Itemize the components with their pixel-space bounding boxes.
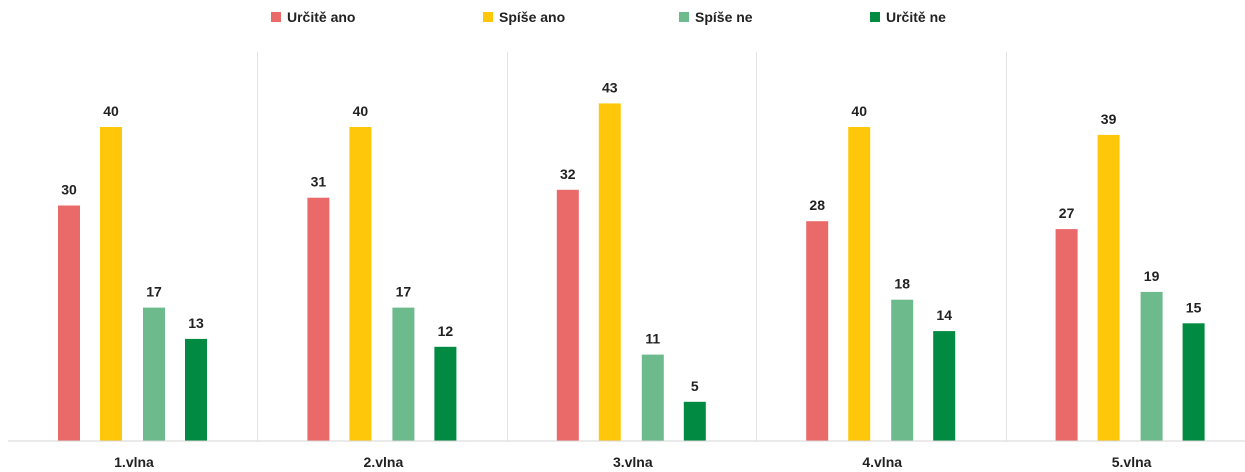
bar-spise-ano-5-vlna <box>1097 134 1120 441</box>
data-label-spise-ne-2-vlna: 17 <box>396 284 412 300</box>
bar-spise-ne-1-vlna <box>143 307 165 441</box>
category-label-3-vlna: 3.vlna <box>613 454 653 470</box>
bar-spise-ano-3-vlna <box>598 103 621 442</box>
legend-swatch-urcite-ne <box>870 12 880 22</box>
data-label-spise-ne-4-vlna: 18 <box>894 276 910 292</box>
data-label-spise-ne-1-vlna: 17 <box>146 284 162 300</box>
bar-spise-ne-2-vlna <box>392 307 415 441</box>
bar-urcite-ano-1-vlna <box>58 205 80 441</box>
bar-spise-ano-2-vlna <box>349 127 372 441</box>
category-separators <box>257 52 1007 441</box>
bar-urcite-ano-2-vlna <box>307 197 330 441</box>
data-label-urcite-ano-2-vlna: 31 <box>311 174 327 190</box>
data-label-urcite-ne-2-vlna: 12 <box>438 323 454 339</box>
category-labels: 1.vlna 2.vlna 3.vlna 4.vlna 5.vlna <box>114 454 1152 470</box>
data-label-urcite-ne-4-vlna: 14 <box>936 307 952 323</box>
legend-swatch-spise-ano <box>483 12 493 22</box>
bar-urcite-ne-3-vlna <box>683 401 706 442</box>
data-label-urcite-ne-1-vlna: 13 <box>188 315 204 331</box>
bar-urcite-ne-1-vlna <box>185 338 207 441</box>
data-label-spise-ano-4-vlna: 40 <box>851 103 867 119</box>
bar-spise-ano-4-vlna <box>848 127 871 441</box>
legend-swatch-urcite-ano <box>271 12 281 22</box>
bar-urcite-ne-5-vlna <box>1182 323 1205 442</box>
bar-urcite-ano-5-vlna <box>1055 229 1078 441</box>
data-label-urcite-ne-3-vlna: 5 <box>691 378 699 394</box>
bar-spise-ano-1-vlna <box>100 127 122 441</box>
bars <box>58 103 1205 442</box>
data-label-spise-ano-3-vlna: 43 <box>602 79 618 95</box>
bar-urcite-ano-3-vlna <box>556 189 579 441</box>
legend-swatch-spise-ne <box>679 12 689 22</box>
category-label-1-vlna: 1.vlna <box>114 454 154 470</box>
data-labels: 30 40 17 13 31 40 17 12 32 43 11 5 28 40 18 14 27 39 19 15 <box>61 79 1201 393</box>
data-label-spise-ne-5-vlna: 19 <box>1144 268 1160 284</box>
data-label-spise-ano-1-vlna: 40 <box>103 103 119 119</box>
legend-label-spise-ano: Spíše ano <box>499 9 565 25</box>
bar-spise-ne-3-vlna <box>641 354 664 441</box>
bar-urcite-ne-2-vlna <box>434 346 457 441</box>
category-label-4-vlna: 4.vlna <box>862 454 902 470</box>
bar-spise-ne-5-vlna <box>1140 291 1163 442</box>
legend-label-urcite-ne: Určitě ne <box>886 9 946 25</box>
category-label-2-vlna: 2.vlna <box>364 454 404 470</box>
legend: Určitě ano Spíše ano Spíše ne Určitě ne <box>271 9 946 25</box>
data-label-urcite-ano-1-vlna: 30 <box>61 182 77 198</box>
data-label-spise-ne-3-vlna: 11 <box>645 331 660 347</box>
data-label-urcite-ne-5-vlna: 15 <box>1186 299 1202 315</box>
bar-urcite-ano-4-vlna <box>806 221 829 441</box>
data-label-spise-ano-5-vlna: 39 <box>1101 111 1117 127</box>
legend-label-spise-ne: Spíše ne <box>695 9 753 25</box>
legend-label-urcite-ano: Určitě ano <box>287 9 355 25</box>
data-label-spise-ano-2-vlna: 40 <box>353 103 369 119</box>
category-label-5-vlna: 5.vlna <box>1112 454 1152 470</box>
data-label-urcite-ano-3-vlna: 32 <box>560 166 576 182</box>
bar-urcite-ne-4-vlna <box>933 331 956 441</box>
data-label-urcite-ano-4-vlna: 28 <box>809 197 825 213</box>
bar-spise-ne-4-vlna <box>891 299 914 441</box>
data-label-urcite-ano-5-vlna: 27 <box>1059 205 1075 221</box>
